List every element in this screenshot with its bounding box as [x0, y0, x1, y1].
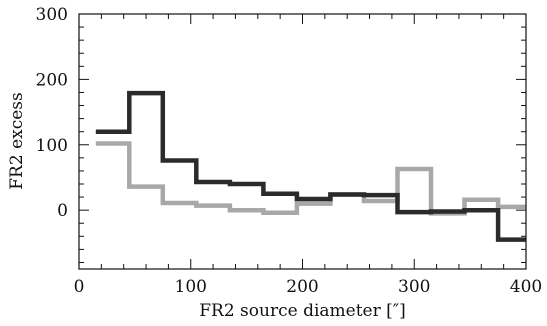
x-axis-label: FR2 source diameter [″] [199, 301, 406, 321]
ticks-layer: 0 100 200 300 400 0 100 200 300 [36, 5, 543, 297]
x-tick-label: 100 [175, 277, 207, 297]
y-tick-label: 300 [36, 5, 68, 25]
series-layer [95, 90, 526, 242]
x-tick-label: 0 [74, 277, 85, 297]
series-1-step-line [95, 90, 526, 242]
x-tick-label: 400 [510, 277, 542, 297]
series-2-step-line [95, 141, 526, 216]
y-tick-label: 100 [36, 136, 68, 156]
y-tick-label: 0 [57, 201, 68, 221]
plot-frame [78, 13, 527, 270]
x-tick-label: 200 [286, 277, 318, 297]
y-tick-label: 200 [36, 70, 68, 90]
y-axis-label: FR2 excess [7, 92, 27, 190]
x-tick-label: 300 [398, 277, 430, 297]
